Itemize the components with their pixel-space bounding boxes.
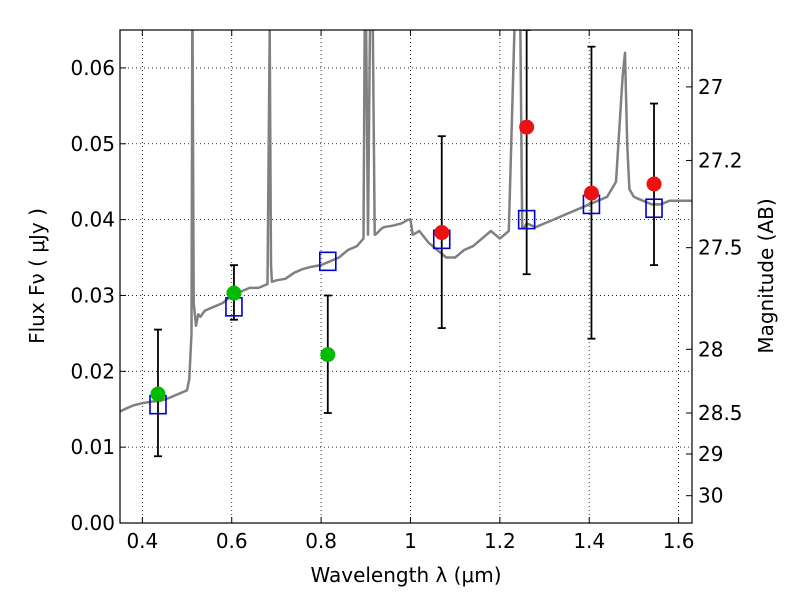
- model-squares: [149, 194, 663, 415]
- right-tick-label: 30: [698, 484, 723, 508]
- red-data-point: [583, 185, 599, 201]
- y-tick-label: 0.01: [70, 435, 115, 459]
- green-data-point: [226, 285, 242, 301]
- right-tick-label: 28.5: [698, 401, 743, 425]
- green-data-point: [320, 347, 336, 363]
- red-data-point: [519, 119, 535, 135]
- right-tick-label: 28: [698, 337, 723, 361]
- x-axis-label: Wavelength λ (μm): [310, 563, 501, 587]
- spectrum-series: [120, 30, 692, 413]
- plot-frame: [119, 29, 693, 524]
- model-square: [517, 209, 536, 230]
- grid: [120, 30, 692, 523]
- red-data-point: [646, 176, 662, 192]
- x-tick-label: 1.4: [573, 529, 605, 553]
- y-tick-label: 0.03: [70, 283, 115, 307]
- red-data-point: [434, 225, 450, 241]
- right-tick-label: 27: [698, 75, 723, 99]
- right-tick-label: 27.2: [698, 148, 743, 172]
- axes: 0.4 0.6 0.8 1 1.2 1.4 1.6 0.00 0.01 0.02 0.03 0.04 0…: [70, 30, 743, 553]
- observed-points: [150, 119, 662, 402]
- y-axis-label: Flux Fν ( μJy ): [25, 208, 49, 344]
- right-axis-label: Magnitude (AB): [754, 198, 778, 353]
- spectrum-line: [120, 30, 692, 413]
- x-tick-label: 1: [404, 529, 417, 553]
- green-data-point: [150, 386, 166, 402]
- right-tick-label: 29: [698, 442, 723, 466]
- errorbars: [153, 30, 659, 458]
- y-tick-label: 0.05: [70, 132, 115, 156]
- right-tick-label: 27.5: [698, 236, 743, 260]
- y-tick-label: 0.06: [70, 56, 115, 80]
- y-tick-label: 0.00: [70, 511, 115, 535]
- x-tick-label: 1.2: [484, 529, 516, 553]
- y-tick-label: 0.04: [70, 208, 115, 232]
- x-tick-label: 0.8: [305, 529, 337, 553]
- model-square: [318, 251, 337, 272]
- y-tick-label: 0.02: [70, 359, 115, 383]
- model-square: [645, 198, 663, 219]
- x-tick-label: 1.6: [663, 529, 695, 553]
- x-tick-label: 0.4: [126, 529, 158, 553]
- x-tick-label: 0.6: [216, 529, 248, 553]
